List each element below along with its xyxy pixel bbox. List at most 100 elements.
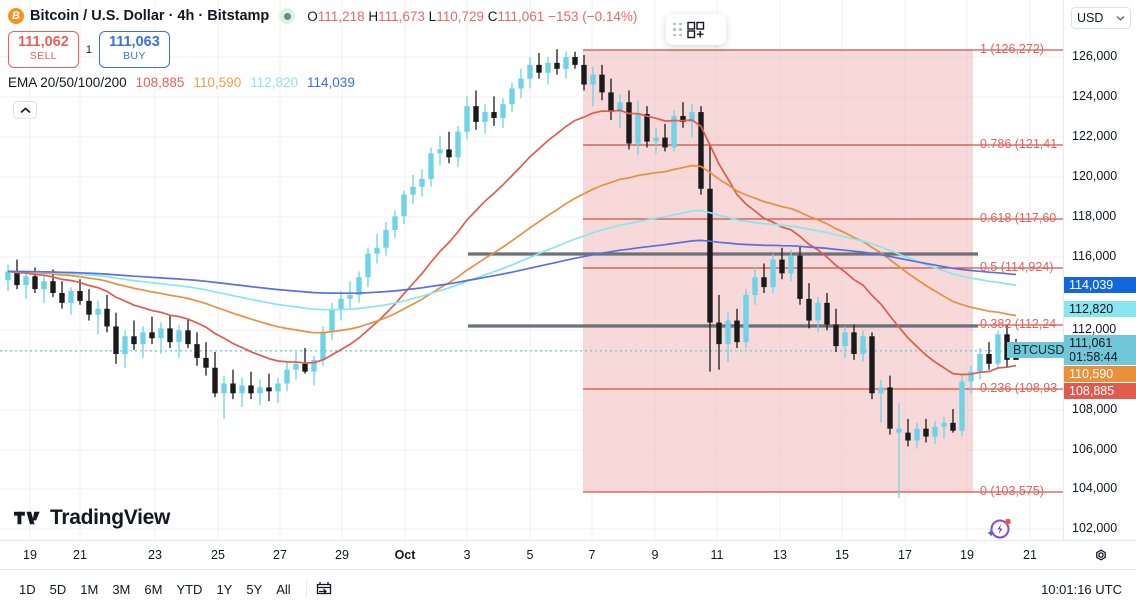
- chevron-up-icon[interactable]: [13, 101, 37, 119]
- time-tick: 5: [526, 548, 534, 562]
- low-value: 110,729: [436, 8, 484, 24]
- time-tick: 25: [211, 548, 225, 562]
- price-tick: 102,000: [1072, 521, 1118, 535]
- price-tick: 120,000: [1072, 169, 1118, 183]
- sell-label: SELL: [29, 50, 58, 63]
- badge-price: 108,885: [1069, 384, 1115, 398]
- time-tick: 7: [588, 548, 596, 562]
- ai-sparkle-icon[interactable]: [986, 516, 1012, 542]
- close-label: C: [487, 8, 498, 24]
- spread-value: 1: [85, 43, 92, 56]
- currency-label: USD: [1077, 11, 1104, 25]
- buy-label: BUY: [122, 50, 146, 63]
- currency-selector[interactable]: USD: [1071, 7, 1131, 29]
- time-tick: 21: [73, 548, 87, 562]
- time-axis[interactable]: 19 21 23 25 27 29 Oct 3 5 7 9 11 13 15 17 19 21: [0, 540, 1136, 569]
- price-tick: 108,000: [1072, 402, 1118, 416]
- ema200-value: 114,039: [307, 75, 355, 91]
- high-label: H: [368, 8, 379, 24]
- fib-label-0-618: 0.618 (117,60: [980, 211, 1057, 225]
- date-range-group: 1D 5D 1M 3M 6M YTD 1Y 5Y All: [0, 579, 298, 600]
- range-button-all[interactable]: All: [276, 581, 291, 597]
- last-price-badge[interactable]: 111,061 01:58:44: [1064, 335, 1136, 365]
- series-price-tag: BTCUSD: [1007, 341, 1071, 358]
- badge-price: 111,061: [1069, 336, 1113, 350]
- range-button-1d[interactable]: 1D: [19, 581, 36, 597]
- buy-button[interactable]: 111,063 BUY: [98, 31, 170, 69]
- time-tick: 23: [148, 548, 162, 562]
- candlestick-series: [5, 49, 1019, 499]
- price-tick: 118,000: [1072, 209, 1117, 223]
- range-button-5d[interactable]: 5D: [49, 581, 67, 597]
- time-tick: 19: [960, 548, 974, 562]
- goto-date-icon[interactable]: [315, 580, 333, 598]
- badge-price: 112,820: [1069, 302, 1114, 316]
- time-tick: 19: [23, 548, 37, 562]
- time-tick: 13: [773, 548, 787, 562]
- price-tick: 104,000: [1072, 481, 1118, 495]
- ema-indicator-legend[interactable]: EMA 20/50/100/200 108,885 110,590 112,82…: [8, 75, 637, 90]
- price-axis[interactable]: USD 126,000 124,000 122,000 120,000 118,000 1…: [1063, 0, 1136, 540]
- ema20-price-badge[interactable]: 108,885: [1064, 383, 1136, 399]
- ema50-price-badge[interactable]: 110,590: [1064, 366, 1136, 382]
- bitcoin-icon: B: [8, 8, 24, 24]
- fib-label-0-236: 0.236 (108,93: [980, 381, 1058, 395]
- fib-label-0: 0 (103,575): [980, 484, 1044, 498]
- range-button-5y[interactable]: 5Y: [246, 581, 263, 597]
- time-tick: 27: [273, 548, 287, 562]
- range-button-1y[interactable]: 1Y: [216, 581, 233, 597]
- time-tick: Oct: [394, 548, 416, 562]
- time-tick: 17: [898, 548, 912, 562]
- low-label: L: [428, 8, 437, 24]
- range-button-1m[interactable]: 1M: [80, 581, 99, 597]
- range-button-3m[interactable]: 3M: [112, 581, 131, 597]
- legend-symbol-row: B Bitcoin / U.S. Dollar · 4h · Bitstamp …: [8, 6, 637, 26]
- chevron-down-icon: [1116, 16, 1125, 21]
- ema50-value: 110,590: [193, 75, 242, 91]
- fib-label-0-5: 0.5 (114,924): [980, 260, 1054, 274]
- badge-price: 110,590: [1069, 367, 1114, 381]
- range-button-ytd[interactable]: YTD: [176, 581, 203, 597]
- time-tick: 15: [835, 548, 849, 562]
- gear-icon[interactable]: [1092, 546, 1110, 564]
- trade-buttons-row: 111,062 SELL 1 111,063 BUY: [8, 31, 637, 69]
- floating-drawing-toolbar[interactable]: [666, 14, 726, 45]
- time-tick: 9: [651, 548, 659, 562]
- time-tick: 3: [463, 548, 471, 562]
- range-button-6m[interactable]: 6M: [144, 581, 163, 597]
- chart-legend: B Bitcoin / U.S. Dollar · 4h · Bitstamp …: [8, 6, 637, 90]
- badge-price: 114,039: [1069, 278, 1114, 292]
- price-tick: 122,000: [1072, 129, 1118, 143]
- add-layout-icon[interactable]: [686, 20, 706, 40]
- time-tick: 11: [710, 548, 724, 562]
- drag-handle-icon[interactable]: [673, 22, 682, 37]
- sell-price: 111,062: [18, 34, 69, 50]
- ema200-price-badge[interactable]: 114,039: [1064, 277, 1136, 293]
- ema100-value: 112,820: [250, 75, 299, 91]
- price-tick: 124,000: [1072, 89, 1118, 103]
- toolbar-divider: [305, 580, 307, 598]
- price-tick: 112,000: [1072, 322, 1117, 336]
- price-tick: 116,000: [1072, 249, 1117, 263]
- price-change: −153 (−0.14%): [548, 8, 638, 24]
- price-tick: 126,000: [1072, 49, 1118, 63]
- bottom-toolbar[interactable]: 1D 5D 1M 3M 6M YTD 1Y 5Y All 10:01:16 UTC: [0, 569, 1136, 608]
- bar-countdown: 01:58:44: [1069, 350, 1118, 364]
- price-tick: 106,000: [1072, 442, 1118, 456]
- open-label: O: [307, 8, 318, 24]
- ema20-value: 108,885: [135, 75, 185, 91]
- time-tick: 29: [335, 548, 349, 562]
- ema100-price-badge[interactable]: 112,820: [1064, 301, 1136, 317]
- time-tick: 21: [1023, 548, 1037, 562]
- close-value: 111,061: [497, 8, 545, 24]
- ohlc-values: O111,218 H111,673 L110,729 C111,061 −153…: [307, 9, 637, 24]
- utc-clock: 10:01:16 UTC: [1041, 581, 1122, 597]
- buy-price: 111,063: [108, 34, 160, 50]
- sell-button[interactable]: 111,062 SELL: [8, 31, 79, 69]
- symbol-title[interactable]: Bitcoin / U.S. Dollar · 4h · Bitstamp: [30, 8, 270, 24]
- fib-label-0-786: 0.786 (121,41: [980, 137, 1058, 151]
- chart-plot-area[interactable]: TradingView: [0, 0, 1063, 540]
- market-status-icon[interactable]: [279, 8, 296, 24]
- high-value: 111,673: [378, 8, 425, 24]
